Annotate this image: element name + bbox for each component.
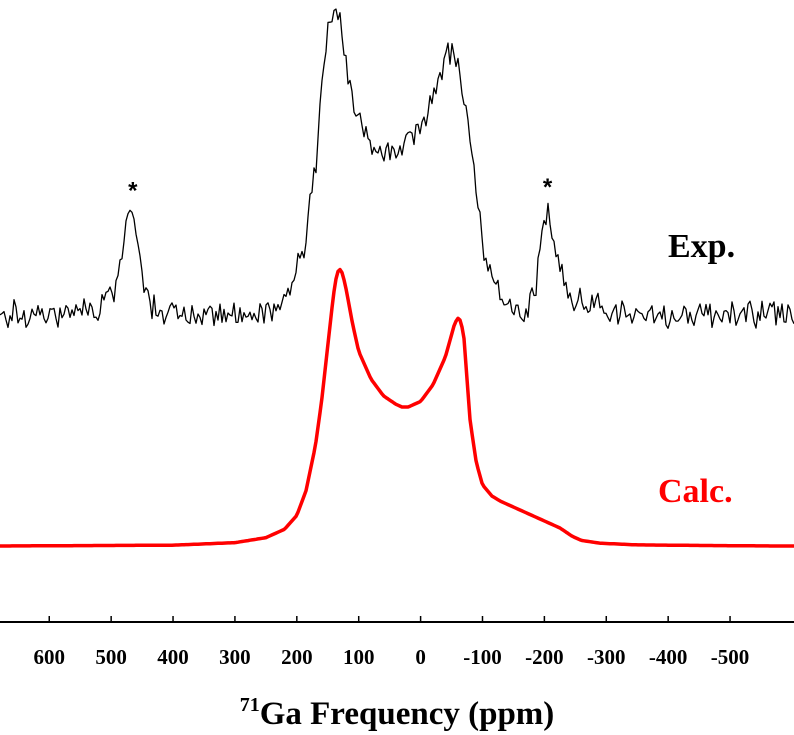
x-tick-label: 300 [219, 645, 251, 669]
x-tick-label: -500 [711, 645, 750, 669]
series-line-exp [0, 8, 794, 329]
x-tick-label: -300 [587, 645, 626, 669]
series-label-exp: Exp. [668, 228, 735, 265]
spinning-sideband-marker-left: * [128, 177, 138, 204]
exp-series-layer [0, 8, 794, 329]
x-axis-title-superscript: 71 [240, 694, 260, 716]
x-axis-ticks: 600 500 400 300 200 100 0 -100 -200 -300 -400 -500 [34, 616, 750, 669]
x-axis-title: 71Ga Frequency (ppm) [240, 694, 555, 732]
series-line-calc [0, 267, 794, 548]
x-tick-label: 600 [34, 645, 66, 669]
x-tick-label: -100 [463, 645, 502, 669]
spinning-sideband-marker-right: * [543, 174, 553, 201]
x-tick-label: -400 [649, 645, 688, 669]
series-label-calc: Calc. [658, 473, 733, 510]
x-tick-label: 0 [415, 645, 426, 669]
x-tick-label: -200 [525, 645, 564, 669]
x-tick-label: 200 [281, 645, 313, 669]
calc-series-layer [0, 267, 794, 548]
x-tick-label: 100 [343, 645, 375, 669]
x-tick-label: 500 [95, 645, 127, 669]
x-axis-title-text: Ga Frequency (ppm) [260, 696, 555, 732]
x-tick-label: 400 [157, 645, 189, 669]
